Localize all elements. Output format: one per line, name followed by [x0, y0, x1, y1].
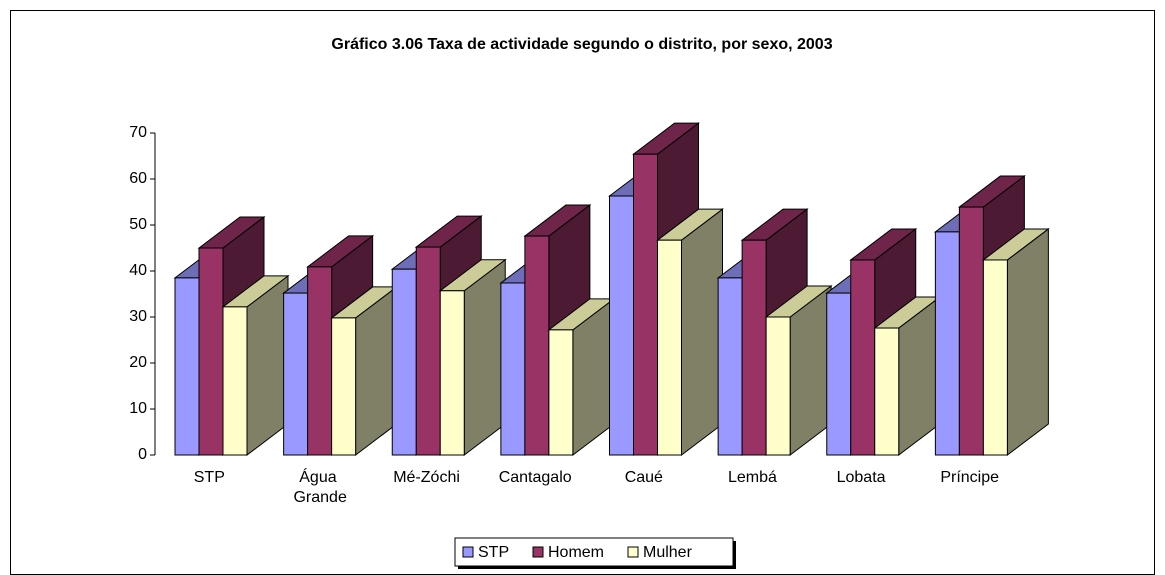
y-tick-label: 10 — [129, 400, 147, 417]
x-tick-label-line: Grande — [289, 489, 347, 506]
bar-front — [222, 306, 248, 456]
bar-front — [826, 292, 852, 456]
y-tick-label: 0 — [138, 446, 147, 463]
bar-front — [415, 246, 441, 456]
x-tick-label-line: Caué — [625, 469, 663, 486]
bar-front — [500, 282, 526, 456]
legend-swatch — [627, 546, 639, 558]
bar — [438, 258, 507, 457]
x-tick-label-line: Príncipe — [940, 469, 999, 486]
x-tick-label-line: Mé-Zóchi — [393, 469, 460, 486]
bar — [981, 227, 1050, 457]
y-tick-label: 60 — [129, 170, 147, 187]
legend-swatch — [532, 546, 544, 558]
bar-front — [283, 292, 309, 456]
legend-label: Mulher — [643, 544, 693, 561]
x-tick-label: Água Grande — [289, 467, 347, 506]
bar-front — [765, 316, 791, 456]
y-tick-label: 50 — [129, 216, 147, 233]
bar-front — [548, 329, 574, 456]
bar-front — [609, 195, 634, 456]
bar-front — [717, 277, 743, 456]
x-tick-label: Lobata — [837, 469, 886, 486]
y-tick-label: 20 — [129, 354, 147, 371]
x-tick-label-line: Lembá — [728, 469, 777, 486]
bar-front — [524, 235, 550, 456]
x-tick-label-line: Lobata — [837, 469, 886, 486]
x-tick-label-line: Cantagalo — [499, 469, 572, 486]
chart-title: Gráfico 3.06 Taxa de actividade segundo … — [331, 36, 832, 53]
x-tick-label-line: STP — [194, 469, 225, 486]
x-tick-label: Mé-Zóchi — [393, 469, 460, 486]
bar-front — [439, 290, 465, 456]
bar — [221, 274, 290, 457]
legend-label: Homem — [548, 544, 604, 561]
bar-front — [307, 266, 333, 456]
x-tick-label: STP — [194, 469, 225, 486]
y-tick-label: 40 — [129, 262, 147, 279]
bar-front — [874, 327, 900, 456]
bar-front — [633, 153, 658, 456]
bar — [873, 296, 942, 457]
bar — [330, 285, 399, 457]
y-tick-label: 30 — [129, 308, 147, 325]
bar-side — [1006, 227, 1049, 457]
bar-front — [391, 268, 417, 456]
bar-side — [681, 208, 723, 457]
legend-label: STP — [478, 544, 509, 561]
x-tick-label: Caué — [625, 469, 663, 486]
legend — [454, 537, 734, 567]
x-tick-label: Lembá — [728, 469, 777, 486]
bar-front — [934, 231, 960, 456]
bar-front — [198, 247, 224, 456]
bar-front — [657, 239, 682, 456]
bar-front — [850, 259, 876, 456]
x-tick-label: Príncipe — [940, 469, 999, 486]
x-tick-label: Cantagalo — [499, 469, 572, 486]
bar-front — [331, 317, 357, 456]
bar — [656, 208, 724, 457]
legend-swatch — [462, 546, 474, 558]
bar-front — [174, 277, 200, 456]
bar-side — [463, 258, 506, 457]
bar-front — [982, 259, 1008, 456]
x-tick-label-line: Água — [299, 467, 336, 486]
bar — [764, 284, 833, 457]
y-tick-label: 70 — [129, 124, 147, 141]
bar-front — [958, 206, 984, 456]
bar — [547, 297, 616, 457]
bar-front — [741, 239, 767, 456]
